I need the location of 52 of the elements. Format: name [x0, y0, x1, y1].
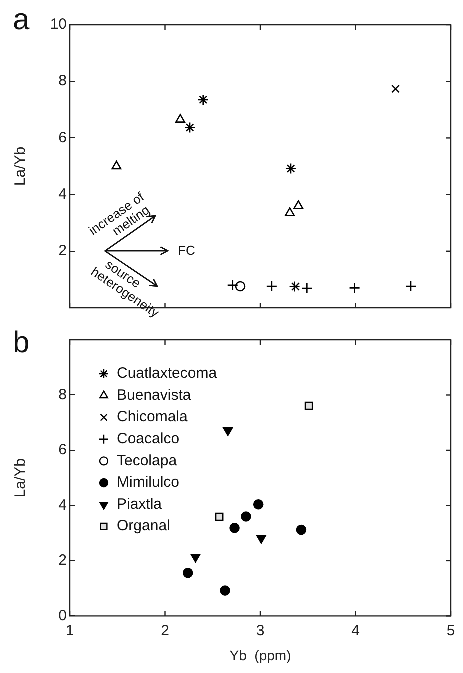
legend-label: Piaxtla: [117, 496, 163, 513]
y-tick-label: 2: [58, 552, 67, 570]
y-tick-label: 2: [58, 242, 67, 260]
legend-label: Mimilulco: [117, 474, 180, 492]
x-tick-label: 2: [161, 622, 170, 640]
y-axis-title: La/Yb: [12, 146, 30, 186]
point: [215, 512, 224, 522]
legend-label: Coacalco: [117, 430, 180, 448]
y-tick-label: 4: [58, 496, 67, 514]
y-tick-label: 6: [58, 129, 67, 146]
point: [392, 84, 400, 94]
chart-title: b: [13, 326, 30, 360]
point: [296, 524, 307, 536]
point: [256, 535, 266, 544]
point: [235, 281, 246, 292]
point: [220, 586, 230, 596]
legend-label: Organal: [117, 518, 170, 535]
y-tick-label: 10: [50, 16, 67, 34]
point: [190, 554, 201, 563]
legend-label: Buenavista: [117, 386, 192, 404]
point: [241, 512, 252, 522]
chart-title: a: [13, 3, 30, 36]
y-tick-label: 4: [58, 186, 67, 203]
annotation: FC: [178, 242, 196, 258]
x-tick-label: 4: [352, 622, 360, 640]
point: [266, 280, 278, 292]
y-axis-title: La/Yb: [12, 458, 30, 498]
point: [198, 94, 209, 106]
point: [294, 200, 304, 210]
point: [182, 568, 194, 578]
point: [285, 208, 296, 216]
point: [112, 160, 122, 170]
x-tick-label: 1: [66, 622, 74, 640]
y-tick-label: 8: [58, 386, 67, 404]
y-tick-label: 8: [58, 72, 67, 90]
point: [304, 402, 314, 410]
point: [223, 427, 234, 436]
point: [405, 280, 417, 292]
legend-label: Tecolapa: [117, 452, 178, 470]
point: [184, 122, 196, 134]
x-tick-label: 5: [446, 622, 456, 640]
legend-label: Chicomala: [117, 408, 189, 426]
point: [285, 163, 297, 174]
y-tick-label: 6: [58, 442, 67, 459]
point: [176, 114, 186, 123]
x-tick-label: 3: [256, 622, 265, 640]
x-axis-title: Yb (ppm): [230, 647, 292, 664]
point: [292, 282, 300, 291]
y-tick-label: 0: [58, 607, 67, 624]
point: [230, 522, 240, 534]
legend-label: Cuatlaxtecoma: [117, 365, 218, 382]
point: [253, 499, 264, 510]
